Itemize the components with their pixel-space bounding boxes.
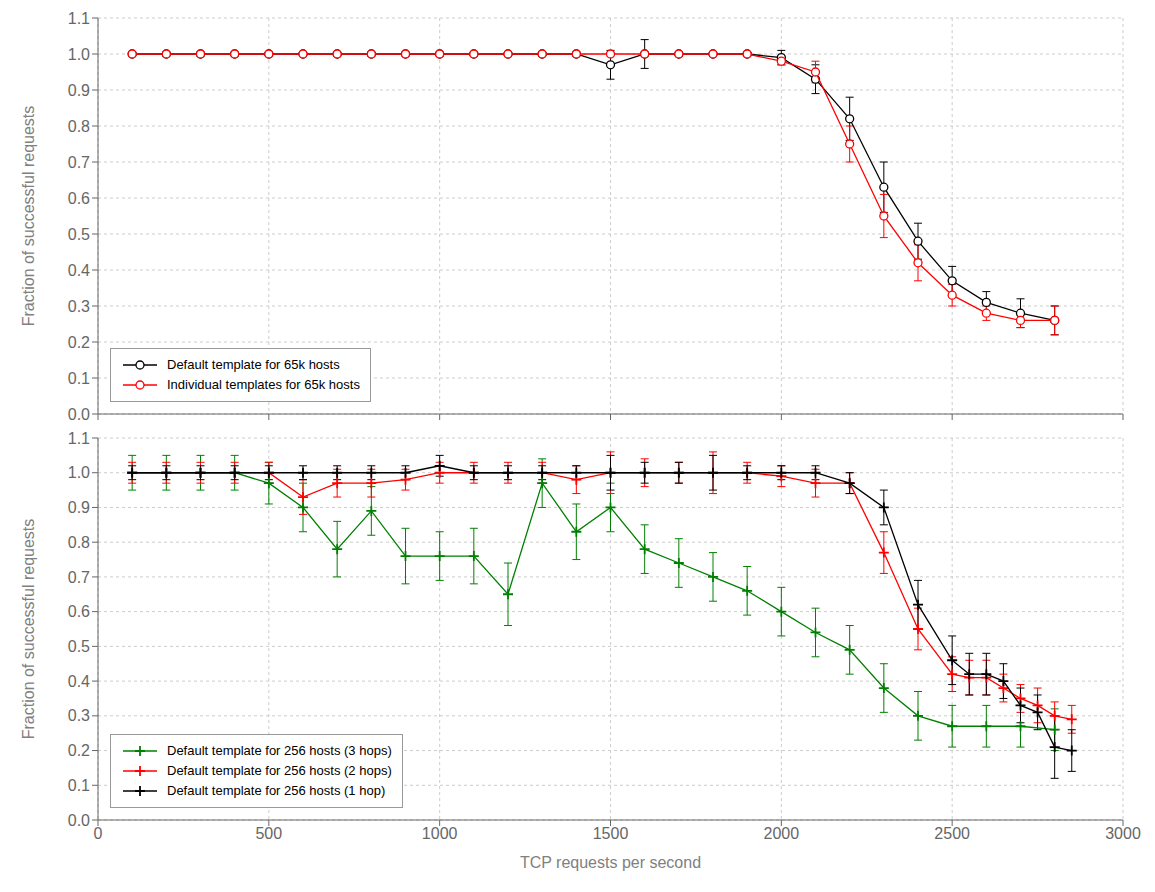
svg-text:TCP requests per second: TCP requests per second <box>520 854 701 871</box>
svg-text:2500: 2500 <box>934 825 970 842</box>
svg-text:0: 0 <box>94 825 103 842</box>
html-text:Individual templates for 65k h: Individual templates for 65k hosts <box>167 377 360 392</box>
svg-text:0.6: 0.6 <box>68 603 90 620</box>
html-text:Default template for 256 hosts: Default template for 256 hosts (3 hops) <box>167 743 392 758</box>
svg-text:1.0: 1.0 <box>68 46 90 63</box>
svg-text:Fraction of successful request: Fraction of successful requests <box>20 106 37 327</box>
svg-text:0.1: 0.1 <box>68 777 90 794</box>
svg-text:0.4: 0.4 <box>68 673 90 690</box>
svg-text:0.9: 0.9 <box>68 82 90 99</box>
svg-text:Fraction of successful request: Fraction of successful requests <box>20 519 37 740</box>
svg-text:0.5: 0.5 <box>68 638 90 655</box>
svg-text:3000: 3000 <box>1105 825 1141 842</box>
svg-text:2000: 2000 <box>764 825 800 842</box>
svg-text:0.8: 0.8 <box>68 534 90 551</box>
html-text:Default template for 256 hosts: Default template for 256 hosts (1 hop) <box>167 783 386 798</box>
svg-text:0.8: 0.8 <box>68 118 90 135</box>
svg-text:0.2: 0.2 <box>68 742 90 759</box>
svg-text:0.5: 0.5 <box>68 226 90 243</box>
svg-text:500: 500 <box>255 825 282 842</box>
svg-text:0.3: 0.3 <box>68 707 90 724</box>
svg-text:1.0: 1.0 <box>68 464 90 481</box>
svg-text:0.1: 0.1 <box>68 370 90 387</box>
svg-text:0.7: 0.7 <box>68 569 90 586</box>
svg-text:0.9: 0.9 <box>68 499 90 516</box>
svg-text:0.2: 0.2 <box>68 334 90 351</box>
svg-text:0.4: 0.4 <box>68 262 90 279</box>
svg-text:1000: 1000 <box>422 825 458 842</box>
svg-text:1.1: 1.1 <box>68 10 90 27</box>
svg-text:1.1: 1.1 <box>68 430 90 447</box>
html-text:Default template for 256 hosts: Default template for 256 hosts (2 hops) <box>167 763 392 778</box>
svg-text:0.0: 0.0 <box>68 406 90 423</box>
svg-text:0.3: 0.3 <box>68 298 90 315</box>
svg-text:1500: 1500 <box>593 825 629 842</box>
html-text:Default template for 65k hosts: Default template for 65k hosts <box>167 357 340 372</box>
svg-text:0.7: 0.7 <box>68 154 90 171</box>
svg-text:0.6: 0.6 <box>68 190 90 207</box>
svg-text:0.0: 0.0 <box>68 812 90 829</box>
